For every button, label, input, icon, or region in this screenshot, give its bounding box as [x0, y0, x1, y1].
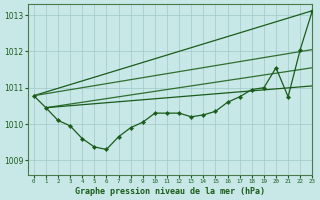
X-axis label: Graphe pression niveau de la mer (hPa): Graphe pression niveau de la mer (hPa) — [75, 187, 265, 196]
